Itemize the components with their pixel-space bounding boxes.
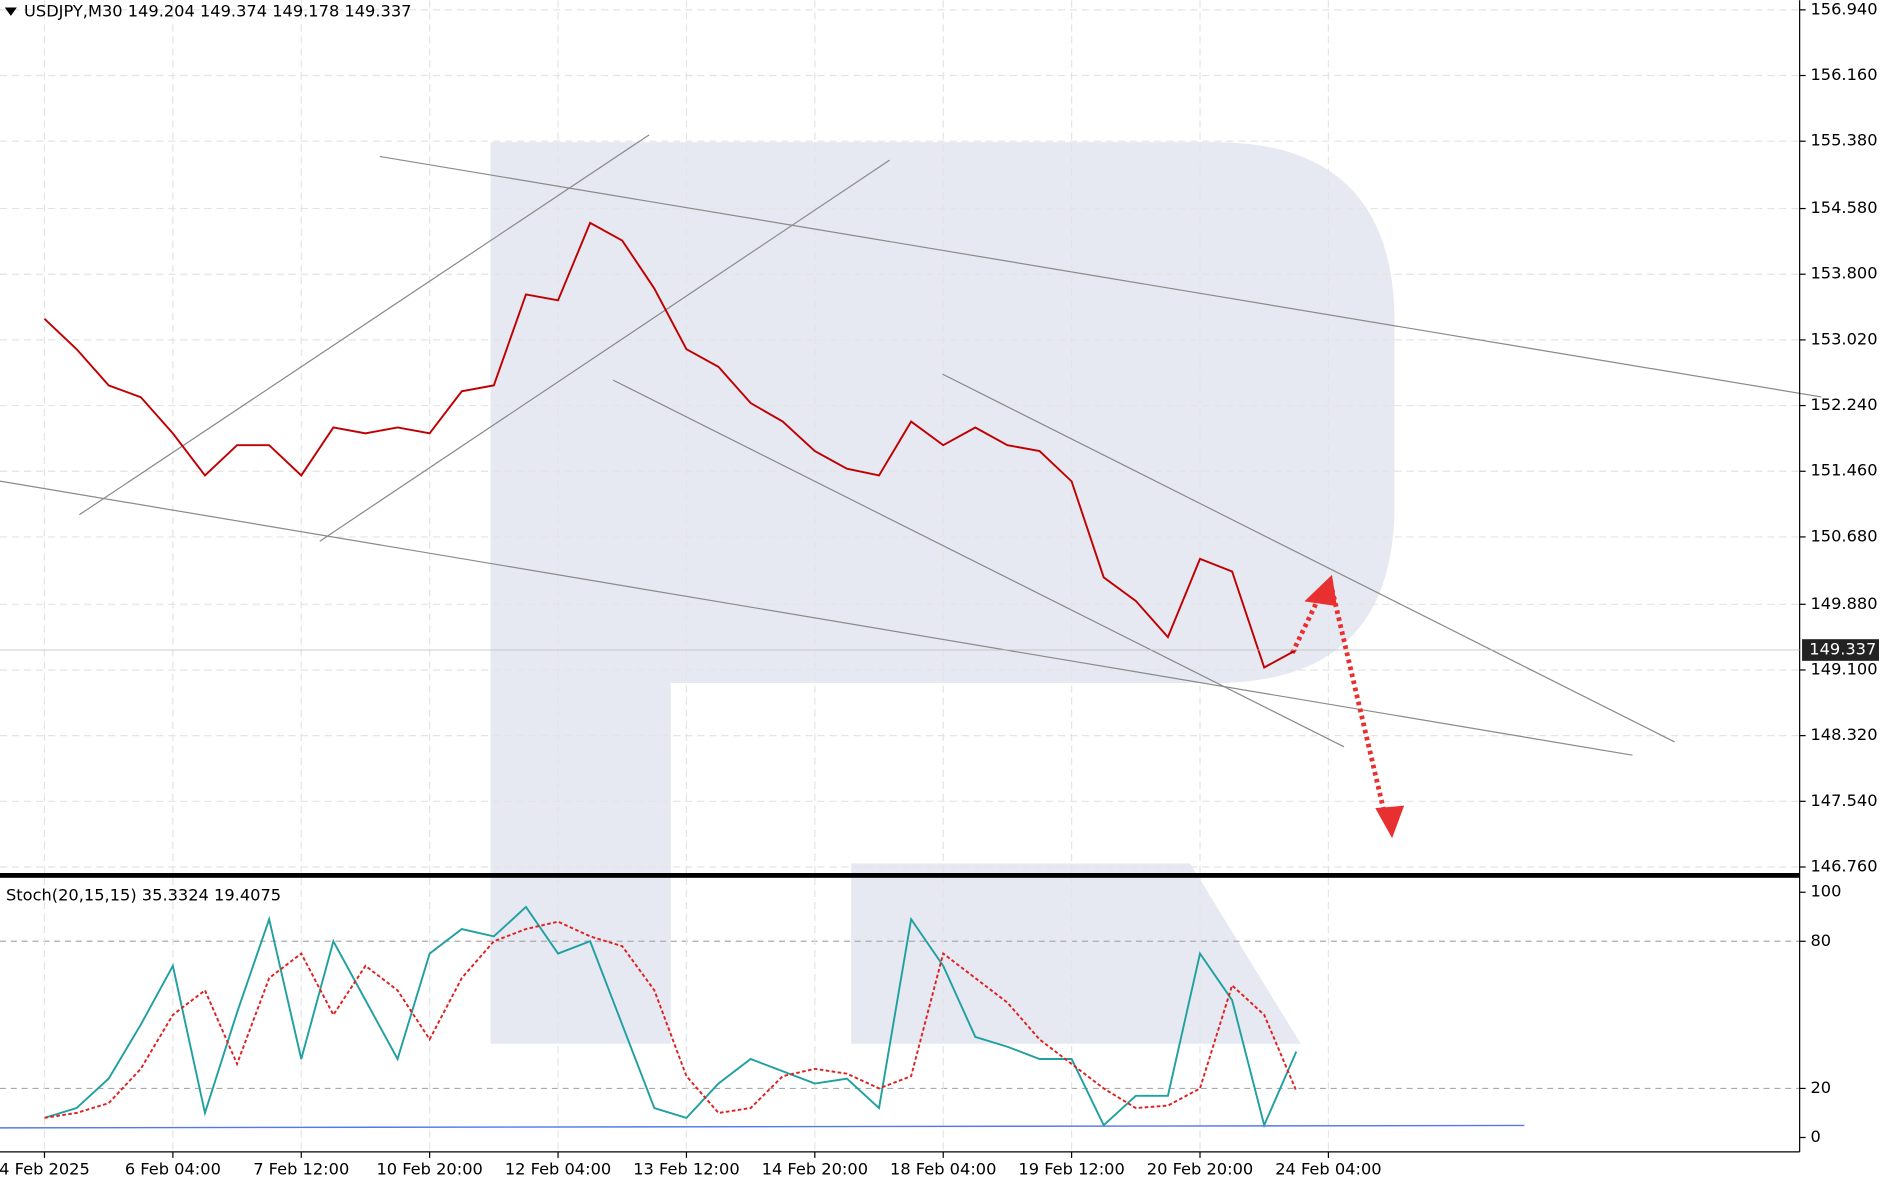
last-price-tag xyxy=(1802,639,1879,661)
x-tick-label: 6 Feb 04:00 xyxy=(125,1159,221,1178)
stoch-base-line xyxy=(0,1124,1525,1129)
x-tick-label: 24 Feb 04:00 xyxy=(1275,1159,1381,1178)
x-tick-label: 18 Feb 04:00 xyxy=(890,1159,996,1178)
forecast-arrow xyxy=(1290,594,1323,655)
watermark-leg xyxy=(851,863,1301,1044)
watermark-r xyxy=(490,142,1395,1044)
y-tick-label: 153.800 xyxy=(1810,264,1877,283)
menu-triangle xyxy=(4,7,17,16)
y-tick-label: 149.100 xyxy=(1810,659,1877,678)
y-tick-label: 153.020 xyxy=(1810,329,1877,348)
x-tick-label: 13 Feb 12:00 xyxy=(633,1159,739,1178)
arrow-head xyxy=(1304,574,1337,607)
y-tick-label: 155.380 xyxy=(1810,131,1877,150)
plot xyxy=(43,221,1298,1129)
forecast-arrows xyxy=(1290,588,1388,816)
x-tick-label: 14 Feb 20:00 xyxy=(762,1159,868,1178)
y-tick-label: 0 xyxy=(1810,1127,1820,1146)
series-line xyxy=(44,905,1298,1129)
y-tick-label: 156.160 xyxy=(1810,65,1877,84)
trend-lines xyxy=(0,134,1822,756)
y-tick-label: 151.460 xyxy=(1810,461,1877,480)
watermark xyxy=(490,142,1395,1044)
last-price-label: 149.337 xyxy=(1809,640,1876,659)
y-tick-label: 149.880 xyxy=(1810,594,1877,613)
trend-line xyxy=(612,379,1345,748)
y-tick-label: 156.940 xyxy=(1810,0,1877,18)
chart-title: USDJPY,M30 149.204 149.374 149.178 149.3… xyxy=(24,2,411,21)
y-tick-label: 148.320 xyxy=(1810,725,1877,744)
trend-line xyxy=(942,373,1675,743)
y-tick-label: 146.760 xyxy=(1810,856,1877,875)
series-line xyxy=(44,920,1298,1119)
x-tick-label: 19 Feb 12:00 xyxy=(1018,1159,1124,1178)
y-tick-label: 150.680 xyxy=(1810,526,1877,545)
x-tick-label: 12 Feb 04:00 xyxy=(505,1159,611,1178)
trend-line xyxy=(79,134,650,516)
forecast-arrow xyxy=(1329,588,1388,816)
trend-line xyxy=(379,155,1822,398)
y-tick-label: 20 xyxy=(1810,1078,1831,1097)
x-tick-label: 7 Feb 12:00 xyxy=(253,1159,349,1178)
x-tick-label: 4 Feb 2025 xyxy=(0,1159,90,1178)
y-tick-label: 80 xyxy=(1810,931,1831,950)
y-tick-label: 152.240 xyxy=(1810,395,1877,414)
arrow-head xyxy=(1375,805,1405,839)
x-tick-label: 10 Feb 20:00 xyxy=(376,1159,482,1178)
y-tick-label: 147.540 xyxy=(1810,791,1877,810)
panel-separator xyxy=(0,873,1800,878)
trend-line xyxy=(319,159,890,542)
y-tick-label: 154.580 xyxy=(1810,198,1877,217)
y-tick-label: 100 xyxy=(1810,882,1841,901)
stoch-title: Stoch(20,15,15) 35.3324 19.4075 xyxy=(6,885,281,904)
series-line xyxy=(43,221,1297,669)
x-tick-label: 20 Feb 20:00 xyxy=(1147,1159,1253,1178)
grid xyxy=(0,0,1800,1152)
